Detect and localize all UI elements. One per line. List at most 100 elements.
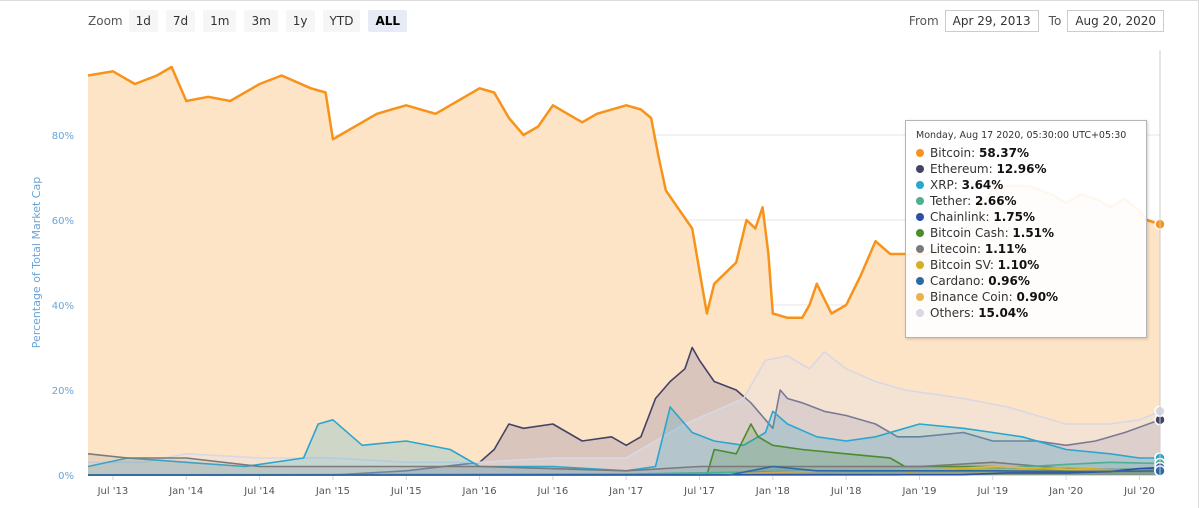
from-date-input[interactable]: Apr 29, 2013 [944, 10, 1039, 32]
x-tick-label: Jan '19 [901, 486, 936, 497]
x-tick-label: Jan '14 [168, 486, 203, 497]
series-line-chainlink [87, 466, 1161, 476]
legend-dot-icon [916, 261, 924, 269]
tooltip-row-bitcoin: Bitcoin: 58.37% [916, 145, 1146, 161]
tooltip-series-name: Bitcoin SV [930, 258, 990, 272]
y-tick-label: 20% [52, 386, 74, 397]
tooltip-series-value: 12.96% [996, 162, 1047, 176]
zoom-label: Zoom [88, 14, 123, 28]
tooltip-row-bitcoin-cash: Bitcoin Cash: 1.51% [916, 225, 1146, 241]
tooltip-series-value: 1.11% [984, 242, 1027, 256]
zoom-3m-button[interactable]: 3m [244, 10, 278, 32]
tooltip-row-litecoin: Litecoin: 1.11% [916, 241, 1146, 257]
date-range-selector: From Apr 29, 2013 To Aug 20, 2020 [899, 10, 1164, 32]
to-label: To [1048, 14, 1062, 28]
series-area-litecoin [88, 453, 1160, 475]
y-tick-label: 40% [52, 301, 74, 312]
tooltip-series-value: 1.51% [1012, 226, 1055, 240]
tooltip-series-value: 58.37% [979, 146, 1029, 160]
x-tick-label: Jul '19 [976, 486, 1008, 497]
x-tick-label: Jul '18 [830, 486, 862, 497]
tooltip-series-name: Chainlink [930, 210, 986, 224]
x-tick-label: Jul '20 [1123, 486, 1155, 497]
x-tick-label: Jan '16 [462, 486, 497, 497]
legend-dot-icon [916, 245, 924, 253]
x-tick-label: Jul '13 [97, 486, 129, 497]
tooltip-series-value: 3.64% [961, 178, 1004, 192]
tooltip-row-cardano: Cardano: 0.96% [916, 273, 1146, 289]
tooltip-series-name: XRP [930, 178, 954, 192]
tooltip-series-name: Litecoin [930, 242, 977, 256]
series-area-cardano [88, 466, 1160, 475]
legend-dot-icon [916, 229, 924, 237]
x-tick-label: Jul '14 [243, 486, 275, 497]
y-tick-label: 80% [52, 131, 74, 142]
tooltip-series-name: Ethereum [930, 162, 989, 176]
chart-tooltip: Monday, Aug 17 2020, 05:30:00 UTC+05:30 … [905, 120, 1147, 338]
series-line-cardano [88, 465, 1161, 476]
tooltip-series-value: 0.90% [1016, 290, 1059, 304]
series-area-bitcoin-cash [88, 424, 1160, 475]
from-label: From [908, 14, 939, 28]
tooltip-series-name: Tether [930, 194, 968, 208]
tooltip-row-ethereum: Ethereum: 12.96% [916, 161, 1146, 177]
x-tick-label: Jul '16 [537, 486, 569, 497]
zoom-1d-button[interactable]: 1d [128, 10, 158, 32]
zoom-1m-button[interactable]: 1m [203, 10, 237, 32]
tooltip-series-name: Cardano [930, 274, 981, 288]
series-line-bitcoin-cash [88, 423, 1161, 476]
tooltip-series-value: 15.04% [978, 306, 1029, 320]
zoom-7d-button[interactable]: 7d [165, 10, 196, 32]
tooltip-row-xrp: XRP: 3.64% [916, 177, 1146, 193]
series-area-chainlink [88, 467, 1160, 475]
series-area-xrp [88, 407, 1160, 475]
x-tick-label: Jul '17 [683, 486, 715, 497]
x-tick-label: Jul '15 [390, 486, 422, 497]
series-area-tether [88, 462, 1160, 475]
tooltip-series-name: Bitcoin [930, 146, 972, 160]
series-line-others [88, 351, 1161, 464]
tooltip-series-name: Others [930, 306, 971, 320]
tooltip-row-binance-coin: Binance Coin: 0.90% [916, 289, 1146, 305]
legend-dot-icon [916, 309, 924, 317]
zoom-toolbar: Zoom 1d 7d 1m 3m 1y YTD ALL [88, 10, 415, 32]
tooltip-series-list: Bitcoin: 58.37% Ethereum: 12.96% XRP: 3.64… [916, 145, 1146, 321]
tooltip-row-bitcoin-sv: Bitcoin SV: 1.10% [916, 257, 1146, 273]
legend-dot-icon [916, 293, 924, 301]
to-date-input[interactable]: Aug 20, 2020 [1067, 10, 1164, 32]
zoom-ytd-button[interactable]: YTD [322, 10, 361, 32]
y-tick-label: 0% [58, 471, 74, 482]
tooltip-series-name: Binance Coin [930, 290, 1009, 304]
tooltip-row-chainlink: Chainlink: 1.75% [916, 209, 1146, 225]
x-tick-label: Jan '17 [608, 486, 643, 497]
series-area-ethereum [88, 347, 1160, 475]
legend-dot-icon [916, 149, 924, 157]
zoom-1y-button[interactable]: 1y [285, 10, 315, 32]
series-area-bitcoin [88, 67, 1160, 475]
x-tick-label: Jan '15 [315, 486, 350, 497]
series-area-others [88, 351, 1160, 475]
tooltip-series-value: 0.96% [988, 274, 1030, 288]
legend-dot-icon [916, 213, 924, 221]
legend-dot-icon [916, 165, 924, 173]
tooltip-series-value: 1.10% [997, 258, 1040, 272]
tooltip-row-tether: Tether: 2.66% [916, 193, 1146, 209]
y-tick-label: 60% [52, 216, 74, 227]
x-tick-label: Jan '18 [755, 486, 790, 497]
tooltip-series-name: Bitcoin Cash [930, 226, 1005, 240]
tooltip-row-others: Others: 15.04% [916, 305, 1146, 321]
legend-dot-icon [916, 197, 924, 205]
tooltip-series-value: 2.66% [974, 194, 1017, 208]
tooltip-date: Monday, Aug 17 2020, 05:30:00 UTC+05:30 [916, 130, 1127, 141]
series-line-xrp [87, 406, 1160, 472]
tooltip-series-value: 1.75% [993, 210, 1035, 224]
series-line-litecoin [87, 453, 1161, 472]
series-area-binance-coin [88, 466, 1160, 475]
series-line-ethereum [88, 346, 1161, 476]
x-tick-label: Jan '20 [1048, 486, 1083, 497]
y-axis-label: Percentage of Total Market Cap [30, 177, 43, 348]
zoom-all-button[interactable]: ALL [368, 10, 408, 32]
legend-dot-icon [916, 181, 924, 189]
legend-dot-icon [916, 277, 924, 285]
